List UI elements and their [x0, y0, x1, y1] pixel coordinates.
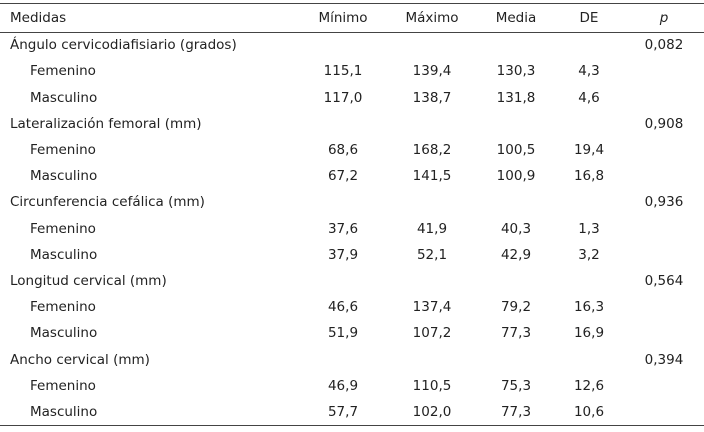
p-value: 0,082: [644, 37, 684, 54]
group-label: Ancho cervical (mm): [10, 351, 150, 368]
cell-value: 77,3: [500, 325, 532, 342]
column-header: Máximo: [405, 10, 459, 26]
column-header: Media: [495, 10, 537, 26]
column-header: Medidas: [10, 10, 67, 26]
group-label: Longitud cervical (mm): [10, 272, 167, 289]
row-label: Masculino: [30, 403, 98, 420]
cell-value: 51,9: [327, 325, 359, 342]
column-header: DE: [579, 10, 599, 26]
cell-value: 4,6: [578, 89, 600, 106]
cell-value: 37,9: [327, 246, 359, 263]
p-value: 0,394: [644, 351, 684, 368]
row-label: Femenino: [30, 63, 96, 80]
cell-value: 57,7: [327, 403, 359, 420]
cell-value: 100,5: [496, 141, 536, 158]
row-label: Femenino: [30, 141, 96, 158]
cell-value: 131,8: [496, 89, 536, 106]
cell-value: 4,3: [578, 63, 600, 80]
cell-value: 1,3: [578, 220, 600, 237]
cell-value: 117,0: [323, 89, 363, 106]
group-label: Lateralización femoral (mm): [10, 115, 202, 132]
cell-value: 3,2: [578, 246, 600, 263]
cell-value: 75,3: [500, 377, 532, 394]
row-label: Masculino: [30, 168, 98, 185]
cell-value: 79,2: [500, 299, 532, 316]
cell-value: 46,9: [327, 377, 359, 394]
cell-value: 130,3: [496, 63, 536, 80]
bottom-rule: [0, 425, 704, 426]
cell-value: 67,2: [327, 168, 359, 185]
header-rule: [0, 32, 704, 33]
cell-value: 37,6: [327, 220, 359, 237]
p-value: 0,936: [644, 194, 684, 211]
row-label: Femenino: [30, 377, 96, 394]
cell-value: 12,6: [573, 377, 605, 394]
p-value: 0,564: [644, 272, 684, 289]
cell-value: 16,3: [573, 299, 605, 316]
cell-value: 115,1: [323, 63, 363, 80]
group-label: Circunferencia cefálica (mm): [10, 194, 205, 211]
cell-value: 77,3: [500, 403, 532, 420]
cell-value: 138,7: [412, 89, 452, 106]
cell-value: 139,4: [412, 63, 452, 80]
cell-value: 46,6: [327, 299, 359, 316]
row-label: Masculino: [30, 89, 98, 106]
cell-value: 141,5: [412, 168, 452, 185]
cell-value: 10,6: [573, 403, 605, 420]
cell-value: 168,2: [412, 141, 452, 158]
column-header: p: [659, 10, 669, 26]
row-label: Masculino: [30, 325, 98, 342]
p-value: 0,908: [644, 115, 684, 132]
cell-value: 16,9: [573, 325, 605, 342]
cell-value: 42,9: [500, 246, 532, 263]
cell-value: 110,5: [412, 377, 452, 394]
cell-value: 41,9: [416, 220, 448, 237]
top-rule: [0, 3, 704, 4]
group-label: Ángulo cervicodiafisiario (grados): [10, 37, 237, 54]
cell-value: 107,2: [412, 325, 452, 342]
row-label: Masculino: [30, 246, 98, 263]
cell-value: 68,6: [327, 141, 359, 158]
cell-value: 100,9: [496, 168, 536, 185]
cell-value: 40,3: [500, 220, 532, 237]
cell-value: 16,8: [573, 168, 605, 185]
cell-value: 102,0: [412, 403, 452, 420]
cell-value: 137,4: [412, 299, 452, 316]
row-label: Femenino: [30, 299, 96, 316]
row-label: Femenino: [30, 220, 96, 237]
cell-value: 19,4: [573, 141, 605, 158]
column-header: Mínimo: [318, 10, 368, 26]
cell-value: 52,1: [416, 246, 448, 263]
